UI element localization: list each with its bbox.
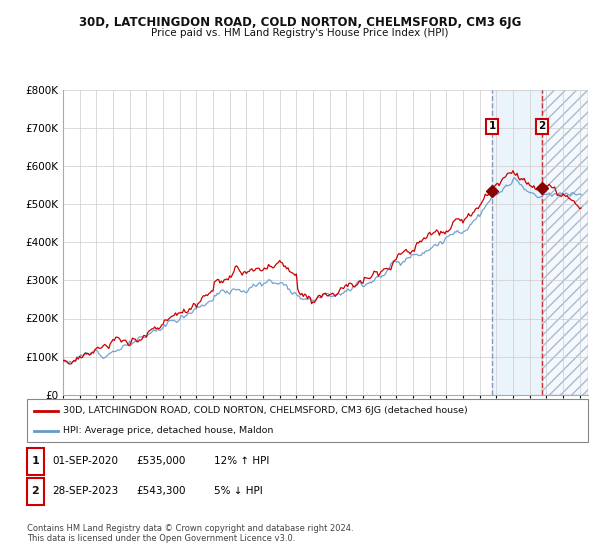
Text: 28-SEP-2023: 28-SEP-2023 — [52, 486, 118, 496]
Text: £543,300: £543,300 — [136, 486, 186, 496]
Bar — [492, 90, 542, 395]
Text: Contains HM Land Registry data © Crown copyright and database right 2024.
This d: Contains HM Land Registry data © Crown c… — [27, 524, 353, 543]
Text: 5% ↓ HPI: 5% ↓ HPI — [214, 486, 263, 496]
Text: 30D, LATCHINGDON ROAD, COLD NORTON, CHELMSFORD, CM3 6JG (detached house): 30D, LATCHINGDON ROAD, COLD NORTON, CHEL… — [63, 406, 468, 415]
Text: £535,000: £535,000 — [136, 456, 185, 466]
Text: 1: 1 — [488, 121, 496, 131]
Text: 30D, LATCHINGDON ROAD, COLD NORTON, CHELMSFORD, CM3 6JG: 30D, LATCHINGDON ROAD, COLD NORTON, CHEL… — [79, 16, 521, 29]
Text: HPI: Average price, detached house, Maldon: HPI: Average price, detached house, Mald… — [63, 426, 274, 435]
Bar — [542, 90, 588, 395]
Text: Price paid vs. HM Land Registry's House Price Index (HPI): Price paid vs. HM Land Registry's House … — [151, 28, 449, 38]
Text: 01-SEP-2020: 01-SEP-2020 — [52, 456, 118, 466]
Text: 12% ↑ HPI: 12% ↑ HPI — [214, 456, 269, 466]
Text: 2: 2 — [32, 486, 39, 496]
Text: 2: 2 — [539, 121, 546, 131]
Bar — [542, 90, 588, 395]
Text: 1: 1 — [32, 456, 39, 466]
